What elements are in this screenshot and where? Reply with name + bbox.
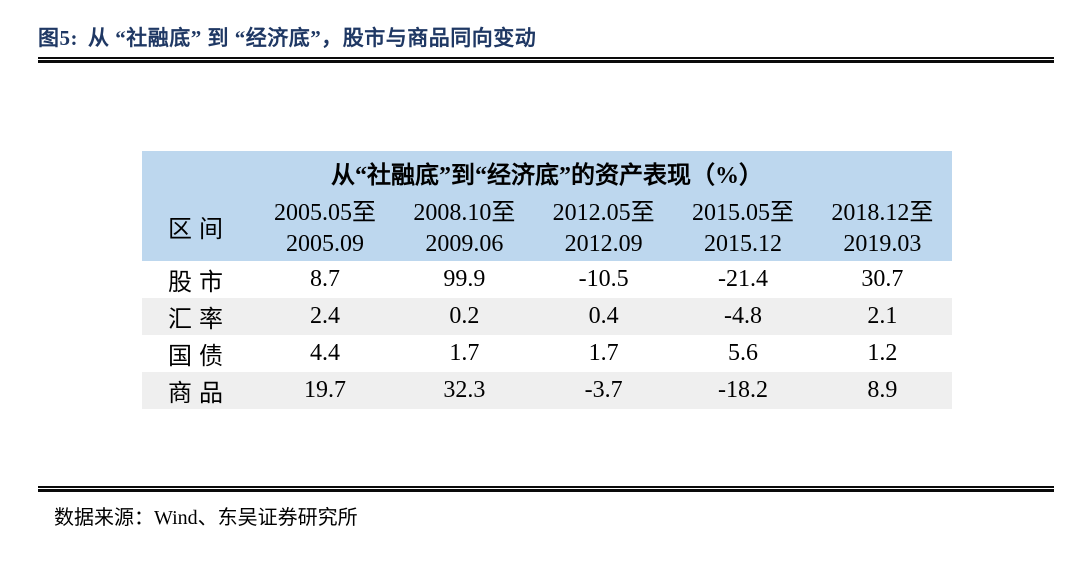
period-header-from: 2018.12至 (812, 190, 952, 227)
asset-performance-table: 从“社融底”到“经济底”的资产表现（%） 区间 2005.05至 2008.10… (142, 151, 952, 409)
value-cell: 2.1 (812, 298, 952, 335)
period-header-from: 2005.05至 (255, 190, 395, 227)
figure-title-text: 从 “社融底” 到 “经济底”，股市与商品同向变动 (88, 26, 537, 50)
value-cell: 8.7 (255, 261, 395, 298)
table-row-stocks: 股市 8.7 99.9 -10.5 -21.4 30.7 (142, 261, 952, 298)
value-cell: 1.7 (394, 335, 535, 372)
period-header-to: 2019.03 (812, 227, 952, 261)
value-cell: 4.4 (255, 335, 395, 372)
table-row-fx: 汇率 2.4 0.2 0.4 -4.8 2.1 (142, 298, 952, 335)
table-row-bonds: 国债 4.4 1.7 1.7 5.6 1.2 (142, 335, 952, 372)
period-header-from: 2008.10至 (394, 190, 535, 227)
table-title-row: 从“社融底”到“经济底”的资产表现（%） (142, 151, 952, 190)
period-to-row: 2005.09 2009.06 2012.09 2015.12 2019.03 (142, 227, 952, 261)
value-cell: -10.5 (534, 261, 674, 298)
row-label: 汇率 (142, 298, 256, 335)
value-cell: 5.6 (673, 335, 813, 372)
figure-number-label: 图5: (38, 26, 78, 50)
row-label: 商品 (142, 372, 256, 409)
value-cell: -21.4 (673, 261, 813, 298)
figure-title: 图5: 从 “社融底” 到 “经济底”，股市与商品同向变动 (38, 22, 536, 52)
period-header-to: 2009.06 (394, 227, 535, 261)
value-cell: 2.4 (255, 298, 395, 335)
value-cell: 0.4 (534, 298, 674, 335)
value-cell: 99.9 (394, 261, 535, 298)
period-header-to: 2012.09 (534, 227, 674, 261)
value-cell: 8.9 (812, 372, 952, 409)
value-cell: 1.2 (812, 335, 952, 372)
period-header-from: 2015.05至 (673, 190, 813, 227)
bottom-divider-rule (38, 486, 1054, 492)
corner-label: 区间 (142, 190, 256, 261)
period-header-to: 2015.12 (673, 227, 813, 261)
value-cell: 1.7 (534, 335, 674, 372)
row-label: 股市 (142, 261, 256, 298)
period-header-from: 2012.05至 (534, 190, 674, 227)
value-cell: 0.2 (394, 298, 535, 335)
value-cell: -18.2 (673, 372, 813, 409)
value-cell: -3.7 (534, 372, 674, 409)
period-header-to: 2005.09 (255, 227, 395, 261)
value-cell: 32.3 (394, 372, 535, 409)
value-cell: 19.7 (255, 372, 395, 409)
table-title: 从“社融底”到“经济底”的资产表现（%） (142, 151, 952, 190)
period-from-row: 区间 2005.05至 2008.10至 2012.05至 2015.05至 2… (142, 190, 952, 261)
row-label: 国债 (142, 335, 256, 372)
value-cell: 30.7 (812, 261, 952, 298)
top-divider-rule (38, 57, 1054, 63)
data-source-note: 数据来源：Wind、东吴证券研究所 (54, 507, 358, 529)
value-cell: -4.8 (673, 298, 813, 335)
table-row-commodities: 商品 19.7 32.3 -3.7 -18.2 8.9 (142, 372, 952, 409)
